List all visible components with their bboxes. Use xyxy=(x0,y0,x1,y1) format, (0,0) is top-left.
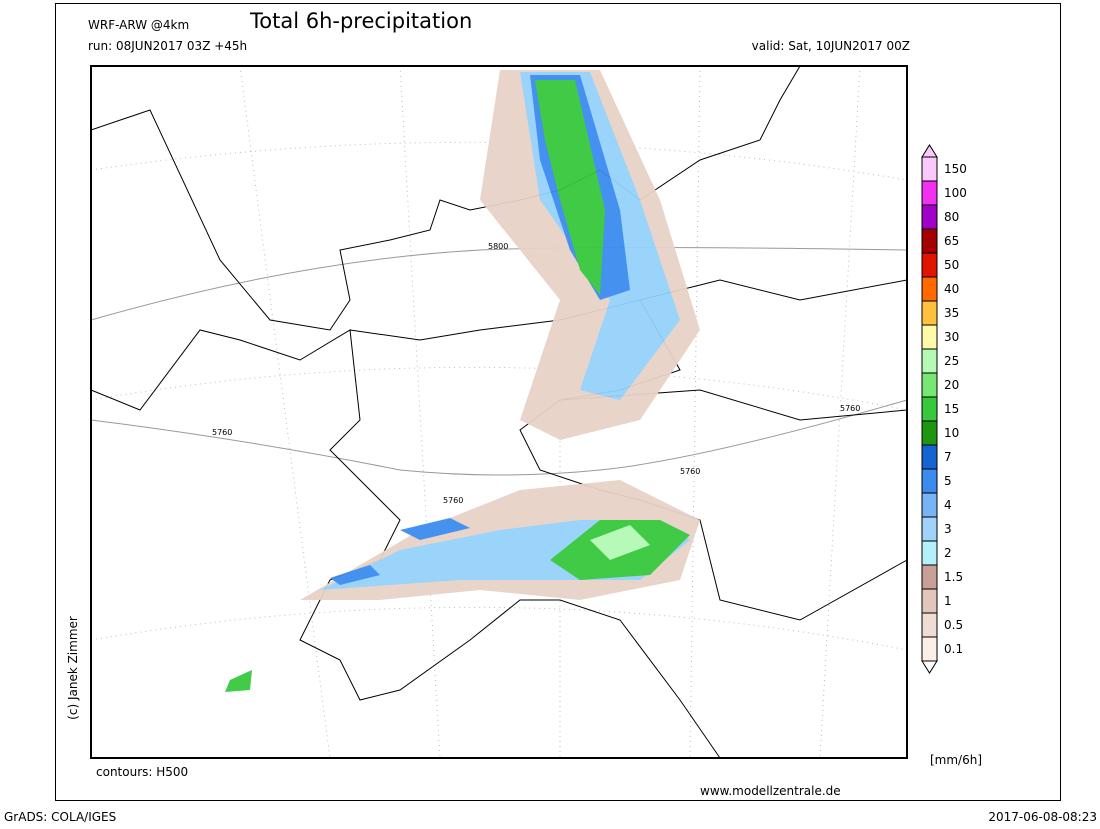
legend-swatch xyxy=(921,204,938,230)
legend-label: 50 xyxy=(944,258,959,272)
legend-label: 3 xyxy=(944,522,952,536)
valid-label: valid: Sat, 10JUN2017 00Z xyxy=(752,39,910,53)
precipitation-field xyxy=(225,70,700,692)
title: Total 6h-precipitation xyxy=(249,9,472,33)
legend-label: 1.5 xyxy=(944,570,963,584)
legend-label: 30 xyxy=(944,330,959,344)
legend-label: 80 xyxy=(944,210,959,224)
map-area: 5800 5760 5760 5760 5760 xyxy=(90,65,908,759)
legend-swatch xyxy=(921,348,938,374)
legend-label: 2 xyxy=(944,546,952,560)
legend-swatch xyxy=(921,372,938,398)
legend-label: 40 xyxy=(944,282,959,296)
model-label: WRF-ARW @4km xyxy=(88,18,189,32)
legend-swatch xyxy=(921,492,938,518)
legend-swatch xyxy=(921,396,938,422)
contour-label: 5760 xyxy=(212,428,232,437)
legend-swatch xyxy=(921,468,938,494)
legend-arrow-top xyxy=(921,144,938,158)
outer-frame xyxy=(55,3,1061,801)
contour-label: 5800 xyxy=(488,242,508,251)
copyright: (c) Janek Zimmer xyxy=(66,616,80,720)
legend-swatch xyxy=(921,540,938,566)
legend-label: 0.1 xyxy=(944,642,963,656)
legend-label: 15 xyxy=(944,402,959,416)
legend-swatch xyxy=(921,180,938,206)
legend-label: 20 xyxy=(944,378,959,392)
legend-unit: [mm/6h] xyxy=(930,753,982,767)
legend-swatch xyxy=(921,252,938,278)
legend-label: 100 xyxy=(944,186,967,200)
legend-swatch xyxy=(921,564,938,590)
legend-label: 7 xyxy=(944,450,952,464)
legend-swatch xyxy=(921,156,938,182)
legend-label: 0.5 xyxy=(944,618,963,632)
h500-contours xyxy=(90,247,908,476)
legend-label: 5 xyxy=(944,474,952,488)
software: GrADS: COLA/IGES xyxy=(4,810,116,824)
legend-label: 4 xyxy=(944,498,952,512)
legend-swatch xyxy=(921,444,938,470)
legend-label: 10 xyxy=(944,426,959,440)
contour-label: 5760 xyxy=(680,467,700,476)
contours-note: contours: H500 xyxy=(96,765,188,779)
legend-swatch xyxy=(921,228,938,254)
color-legend: 0.1 0.5 1 1.5 2 3 4 5 7 10 15 20 25 30 35 40 50 65 80 100 15… xyxy=(921,144,967,674)
website: www.modellzentrale.de xyxy=(700,784,841,798)
legend-swatch xyxy=(921,276,938,302)
legend-swatch xyxy=(921,420,938,446)
contour-labels: 5800 5760 5760 5760 5760 xyxy=(212,242,860,505)
legend-label: 25 xyxy=(944,354,959,368)
legend-label: 65 xyxy=(944,234,959,248)
legend-arrow-bottom xyxy=(921,660,938,674)
legend-swatch xyxy=(921,636,938,662)
legend-label: 35 xyxy=(944,306,959,320)
contour-label: 5760 xyxy=(840,404,860,413)
legend-label: 150 xyxy=(944,162,967,176)
run-label: run: 08JUN2017 03Z +45h xyxy=(88,39,247,53)
legend-swatch xyxy=(921,588,938,614)
map-frame xyxy=(90,65,908,759)
contour-label: 5760 xyxy=(443,496,463,505)
legend-swatch xyxy=(921,516,938,542)
legend-swatch xyxy=(921,612,938,638)
timestamp: 2017-06-08-08:23 xyxy=(988,810,1097,824)
legend-swatch xyxy=(921,300,938,326)
legend-swatch xyxy=(921,324,938,350)
legend-label: 1 xyxy=(944,594,952,608)
